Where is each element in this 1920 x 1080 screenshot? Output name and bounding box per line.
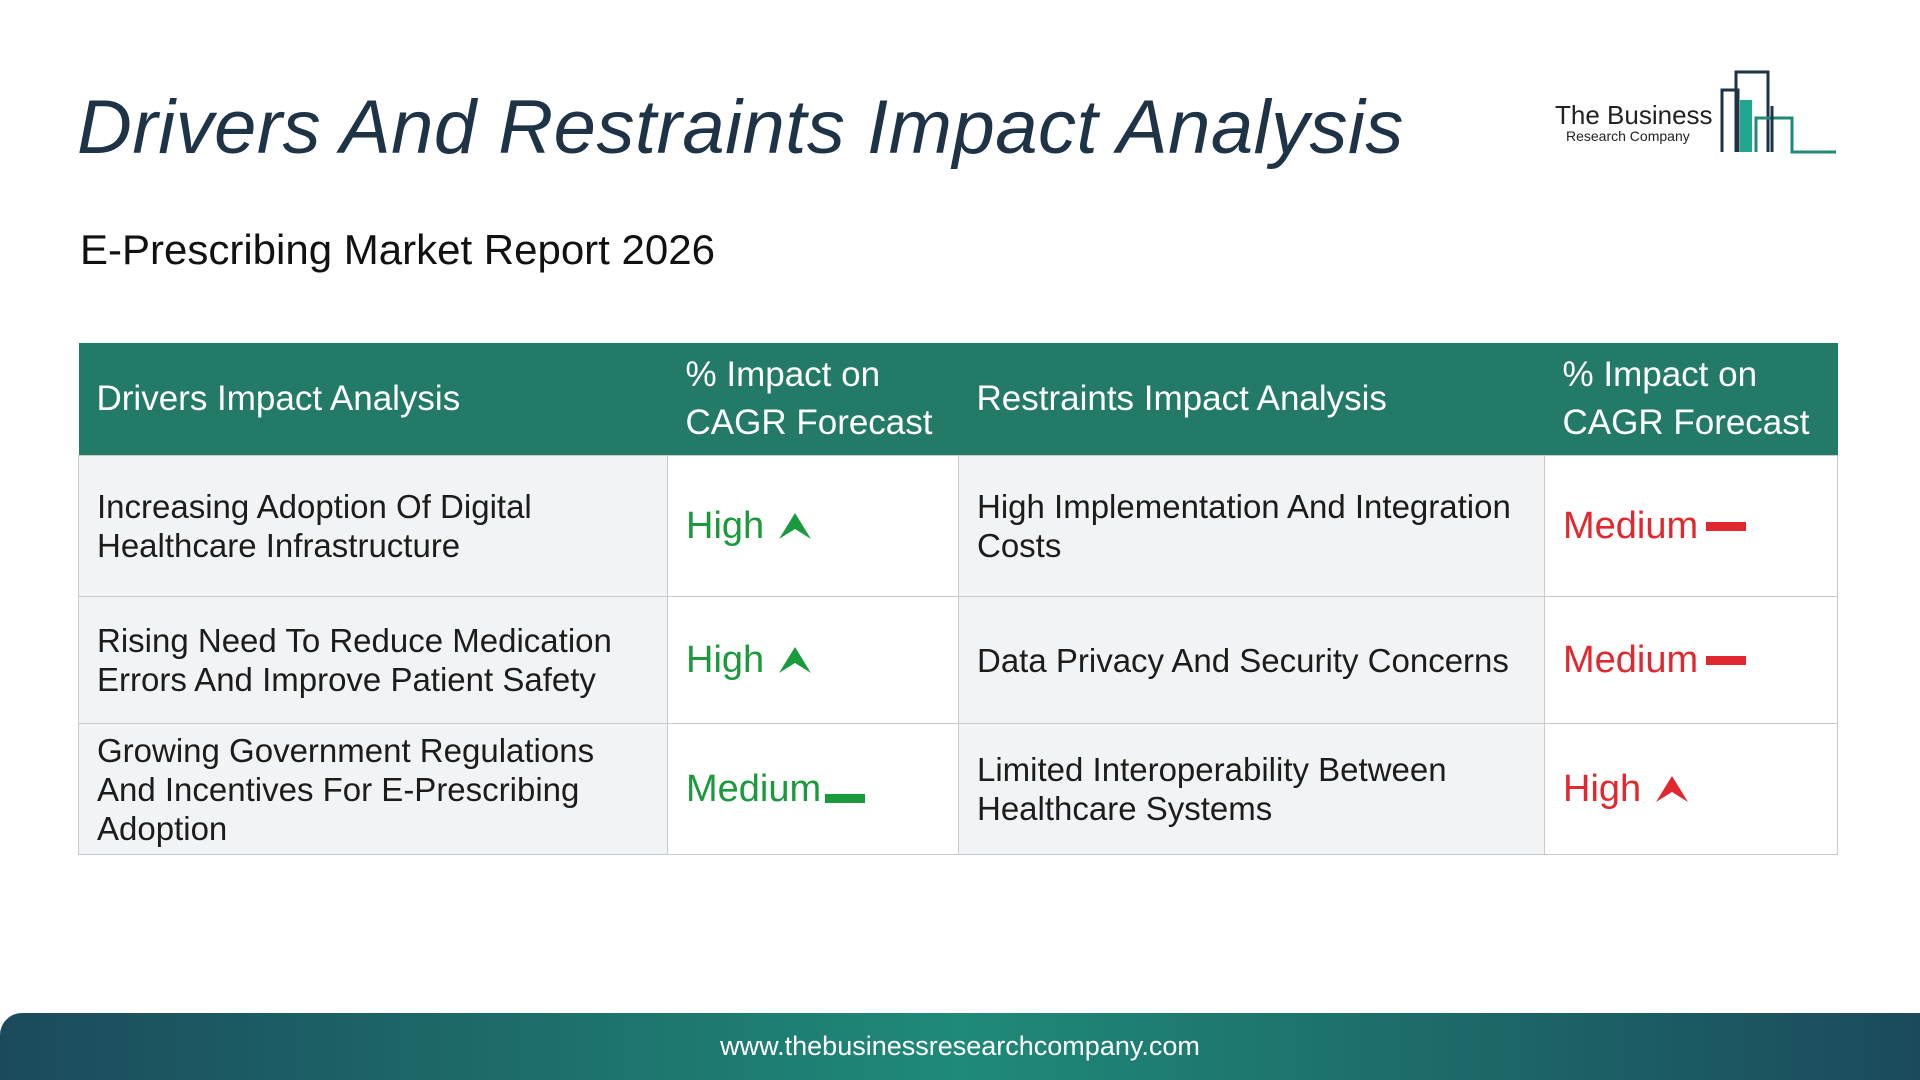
driver-cell: Increasing Adoption Of Digital Healthcar… <box>78 455 668 597</box>
dash-icon <box>1706 521 1747 531</box>
driver-cell: Rising Need To Reduce Medication Errors … <box>78 596 668 724</box>
restraint-impact-level: Medium <box>1563 638 1699 681</box>
driver-impact-level: High <box>686 504 765 547</box>
restraint-impact-level: High <box>1563 767 1642 810</box>
header-drivers-impact: % Impact on CAGR Forecast <box>667 343 959 456</box>
restraint-impact-cell: High <box>1544 723 1838 855</box>
arrow-up-icon <box>779 647 812 673</box>
dash-icon <box>1706 655 1747 665</box>
driver-impact-cell: High <box>667 596 959 724</box>
arrow-up-icon <box>779 513 812 539</box>
logo-text-primary: The Business <box>1555 100 1713 130</box>
page-title: Drivers And Restraints Impact Analysis <box>77 85 1404 170</box>
report-subtitle: E-Prescribing Market Report 2026 <box>80 226 715 273</box>
footer-bar: www.thebusinessresearchcompany.com <box>0 1013 1920 1080</box>
restraint-cell: High Implementation And Integration Cost… <box>958 455 1545 597</box>
driver-impact-cell: High <box>667 455 959 597</box>
restraint-impact-cell: Medium <box>1544 596 1838 724</box>
dash-icon <box>825 793 866 803</box>
driver-impact-level: Medium <box>686 767 822 810</box>
driver-impact-level: High <box>686 638 765 681</box>
driver-cell: Growing Government Regulations And Incen… <box>78 723 668 855</box>
logo-text-secondary: Research Company <box>1566 128 1690 144</box>
restraint-impact-level: Medium <box>1563 504 1699 547</box>
company-logo: The Business Research Company <box>1550 66 1840 156</box>
header-drivers: Drivers Impact Analysis <box>78 343 668 456</box>
footer-url[interactable]: www.thebusinessresearchcompany.com <box>720 1031 1200 1061</box>
header-restraints: Restraints Impact Analysis <box>958 343 1545 456</box>
arrow-up-icon <box>1656 776 1689 802</box>
table-row: Rising Need To Reduce Medication Errors … <box>78 596 1838 724</box>
logo-bars-icon <box>1720 70 1836 154</box>
restraint-cell: Limited Interoperability Between Healthc… <box>958 723 1545 855</box>
table-row: Increasing Adoption Of Digital Healthcar… <box>78 455 1838 597</box>
restraint-impact-cell: Medium <box>1544 455 1838 597</box>
restraint-cell: Data Privacy And Security Concerns <box>958 596 1545 724</box>
header-restraints-impact: % Impact on CAGR Forecast <box>1544 343 1838 456</box>
driver-impact-cell: Medium <box>667 723 959 855</box>
table-header-row: Drivers Impact Analysis % Impact on CAGR… <box>78 343 1838 456</box>
table-row: Growing Government Regulations And Incen… <box>78 723 1838 855</box>
impact-table: Drivers Impact Analysis % Impact on CAGR… <box>78 343 1838 855</box>
